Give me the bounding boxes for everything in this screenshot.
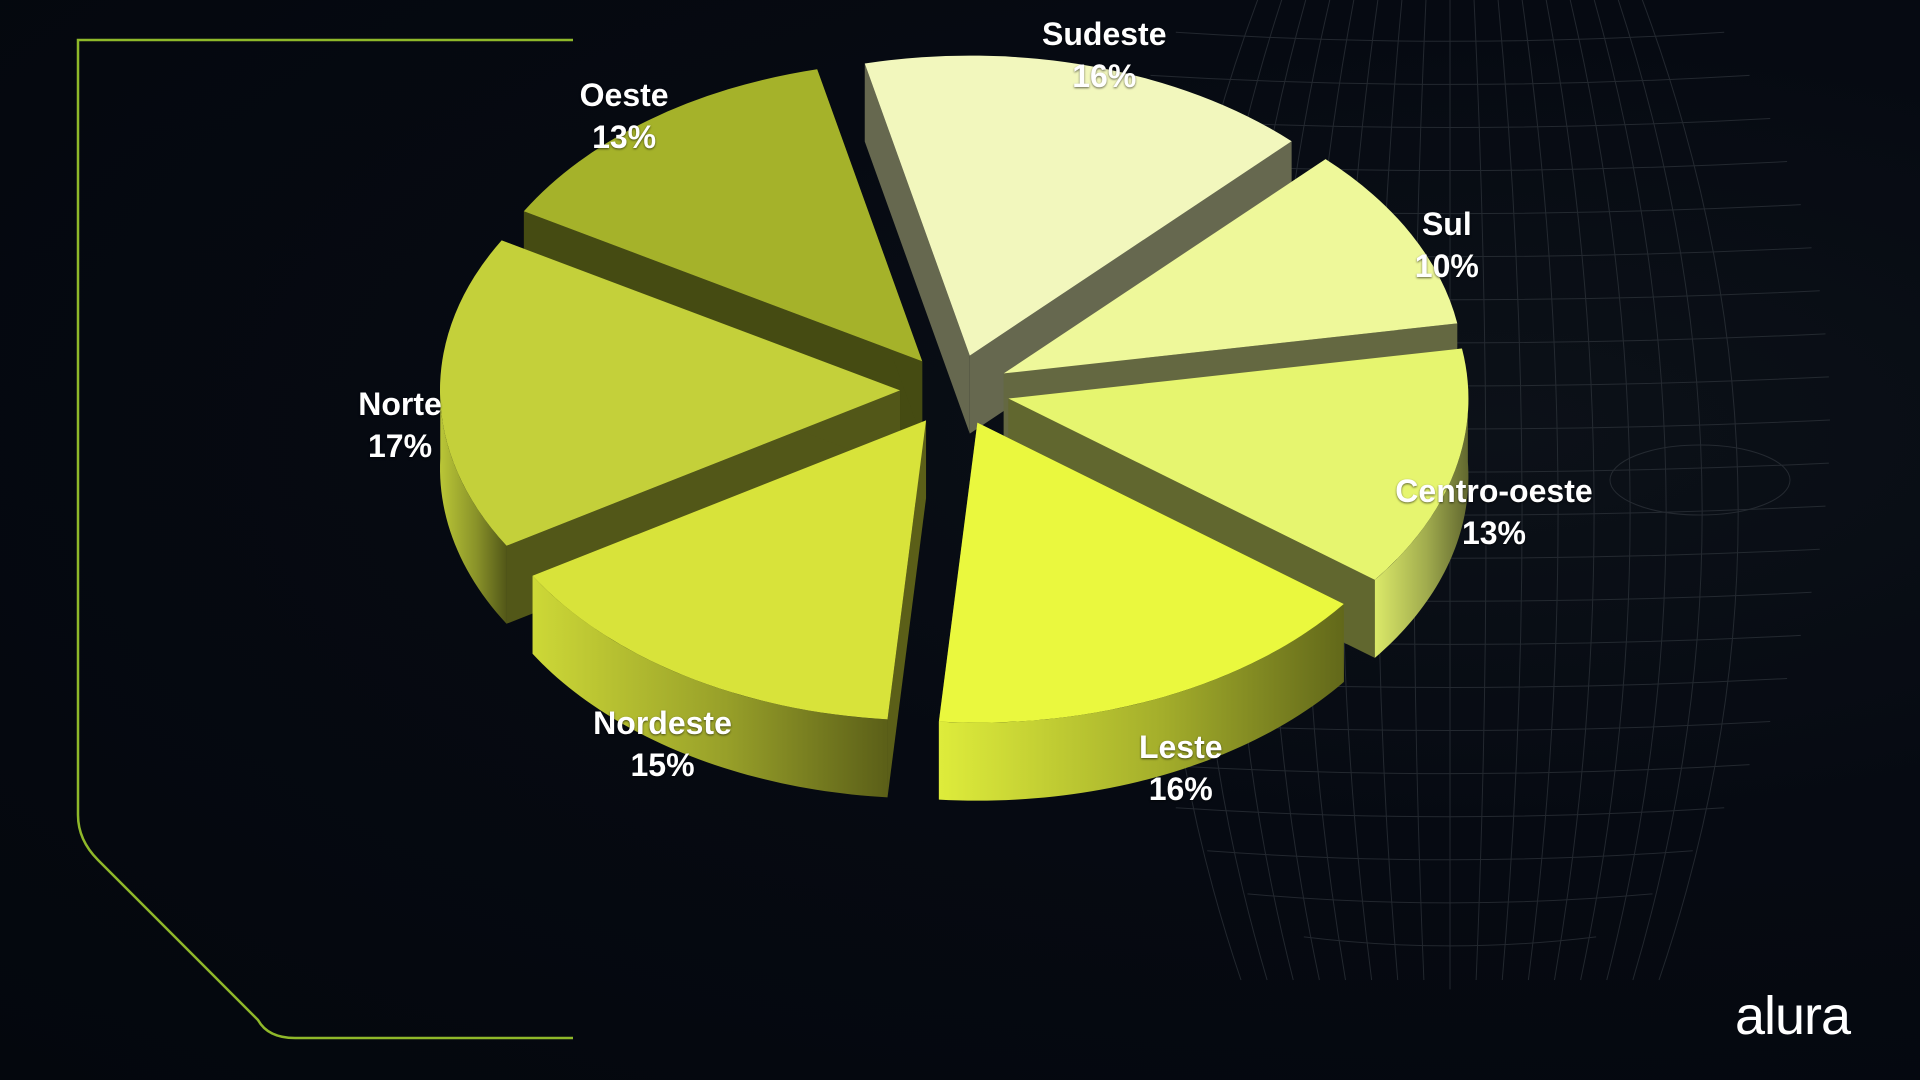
slice-label-name: Centro-oeste <box>1395 472 1593 509</box>
pie-slice-rim <box>440 380 507 624</box>
pie-slice-wall <box>864 63 970 434</box>
slice-label-name: Sudeste <box>1042 16 1167 53</box>
slice-label-nordeste: Nordeste 15% <box>533 702 793 786</box>
pie-slice-top <box>532 420 927 720</box>
pie-slice-rim <box>938 604 1344 801</box>
slice-label-name: Norte <box>358 386 442 423</box>
pie-slice-top <box>523 69 923 362</box>
pie-slice-rim <box>532 575 888 798</box>
pie-slices <box>440 55 1469 801</box>
slice-label-value: 13% <box>592 119 657 156</box>
pie-slice-top <box>1008 348 1469 580</box>
slice-label-centro-oeste: Centro-oeste 13% <box>1364 470 1624 554</box>
slice-label-oeste: Oeste 13% <box>494 74 754 158</box>
pie-slice-top <box>1003 159 1458 374</box>
pie-slice-rim <box>1374 384 1469 658</box>
slice-label-value: 13% <box>1461 514 1526 551</box>
slice-label-sul: Sul 10% <box>1317 203 1577 287</box>
pie-slice-nordeste <box>532 420 927 798</box>
pie-slice-top <box>440 240 901 546</box>
pie-slice-top <box>864 55 1292 356</box>
slice-label-sudeste: Sudeste 16% <box>974 13 1234 97</box>
slice-label-name: Oeste <box>579 77 669 114</box>
alura-logo: alura <box>1735 986 1851 1046</box>
slice-label-value: 17% <box>367 428 433 465</box>
pie-slice-leste <box>938 422 1344 801</box>
slice-label-leste: Leste 16% <box>1051 726 1311 810</box>
slice-label-norte: Norte 17% <box>270 383 530 467</box>
slice-label-value: 10% <box>1414 248 1479 285</box>
pie-slice-wall <box>887 420 927 798</box>
slice-label-value: 16% <box>1072 58 1137 95</box>
accent-frame-line <box>76 38 573 1040</box>
slice-label-name: Nordeste <box>593 705 732 742</box>
slice-label-value: 15% <box>630 747 695 784</box>
slice-label-value: 16% <box>1148 771 1213 808</box>
pie-slice-top <box>938 422 1344 723</box>
slice-label-name: Leste <box>1138 729 1223 766</box>
slice-label-name: Sul <box>1421 206 1472 243</box>
